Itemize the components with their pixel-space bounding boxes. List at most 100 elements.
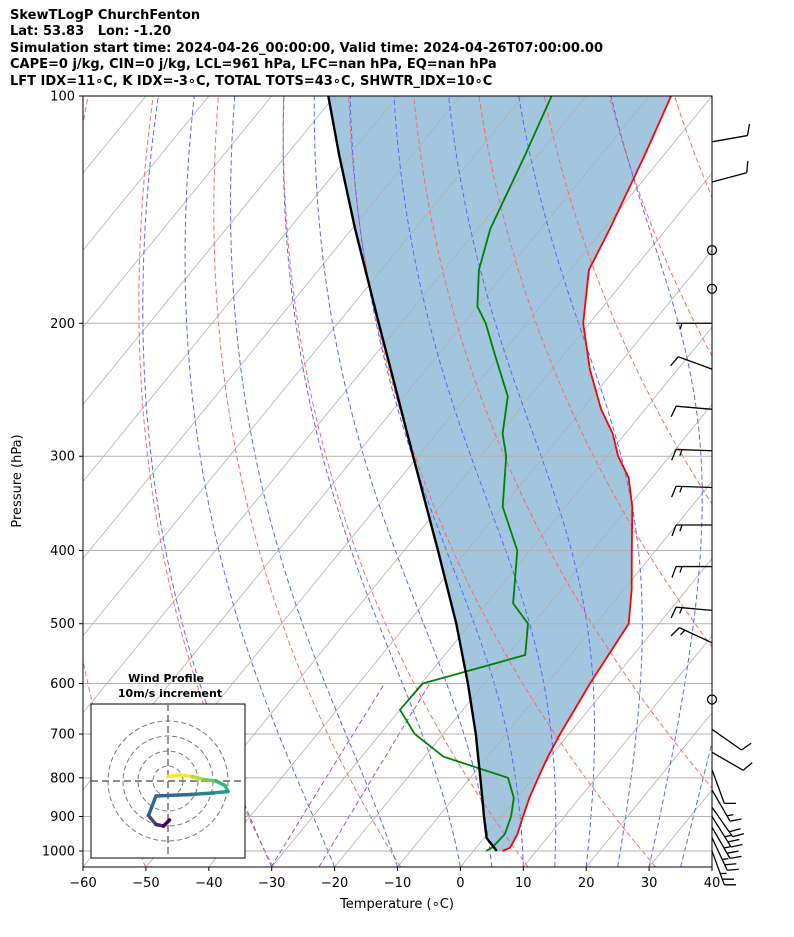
barb-flag	[732, 833, 745, 838]
isotherm-line	[585, 712, 712, 867]
station-location: Lat: 53.83 Lon: -1.20	[10, 24, 172, 40]
moist-adiabat	[313, 96, 493, 867]
moist-adiabat	[518, 96, 643, 867]
moist-adiabat	[282, 96, 461, 867]
profile-series	[327, 96, 672, 852]
wind-barb	[671, 448, 713, 461]
barb-flag	[671, 524, 677, 537]
barb-flag	[746, 123, 751, 136]
isotherm-line	[460, 557, 712, 867]
cape-shading	[328, 96, 672, 851]
dry-adiabat	[608, 96, 712, 358]
moist-adiabat	[393, 96, 557, 867]
barb-half-flag	[679, 607, 683, 614]
x-tick-label: 20	[578, 876, 595, 891]
calm-wind-circle	[706, 283, 718, 294]
wind-barb	[671, 524, 712, 537]
dry-adiabat	[138, 96, 274, 867]
y-tick-label: 100	[50, 90, 75, 105]
barb-flag	[746, 160, 749, 173]
hodograph-segment	[154, 792, 193, 798]
barb-staff	[711, 837, 728, 871]
hodograph-segment	[178, 773, 194, 779]
wind-barb	[670, 627, 713, 644]
wind-barb	[711, 806, 745, 838]
barb-flag	[724, 802, 737, 805]
barb-half-flag	[726, 813, 734, 817]
y-tick-label: 900	[50, 810, 75, 825]
barb-staff	[711, 751, 744, 771]
parcel-path-line	[327, 96, 498, 852]
barb-staff	[679, 627, 713, 644]
isotherm-line	[83, 96, 273, 328]
y-tick-label: 400	[50, 544, 75, 559]
y-tick-label: 500	[50, 617, 75, 632]
barb-half-flag	[679, 629, 686, 636]
isotherm-line	[397, 480, 712, 867]
isotherm-line	[145, 172, 712, 867]
barb-half-flag	[679, 524, 683, 532]
x-tick-label: 10	[515, 876, 532, 891]
barb-flag	[741, 742, 752, 751]
barb-staff	[711, 134, 748, 143]
barb-staff	[676, 405, 713, 410]
chart-header: SkewTLogP ChurchFenton Lat: 53.83 Lon: -…	[10, 8, 603, 90]
barb-staff	[711, 816, 732, 848]
stability-indices: LFT IDX=11∘C, K IDX=-3∘C, TOTAL TOTS=43∘…	[10, 73, 493, 89]
barb-staff	[711, 806, 734, 838]
barb-flag	[729, 855, 742, 860]
wind-barbs	[670, 123, 753, 886]
isotherm-line	[271, 326, 712, 867]
cape-cin-area	[328, 96, 672, 851]
moist-adiabat	[711, 865, 712, 867]
barb-flag	[671, 566, 677, 578]
wind-barb	[711, 769, 737, 805]
hodograph-segment	[211, 789, 230, 795]
inset-title: Wind Profile	[128, 672, 204, 685]
isotherm-line	[83, 96, 210, 251]
x-tick-label: −60	[69, 876, 96, 891]
barb-flag	[726, 850, 739, 854]
barb-half-flag	[722, 857, 729, 861]
barb-half-flag	[679, 486, 683, 493]
x-tick-label: −50	[132, 876, 159, 891]
dry-adiabat	[478, 96, 712, 648]
moist-adiabat	[610, 96, 703, 867]
wind-barb	[671, 565, 712, 578]
inset-plot-area	[91, 704, 245, 858]
barb-flag	[727, 868, 739, 871]
dewpoint-line	[399, 96, 553, 852]
axes: Pressure (hPa) Temperature (∘C) 10020030…	[10, 90, 720, 913]
isotherm-line	[83, 96, 524, 637]
wind-barb	[711, 123, 751, 143]
y-tick-label: 200	[50, 317, 75, 332]
mixing-ratio-line	[318, 683, 431, 867]
barb-staff	[711, 172, 747, 183]
wind-barb	[670, 356, 713, 370]
wind-barb	[670, 405, 713, 418]
moist-adiabat	[184, 96, 336, 867]
isotherm-line	[83, 96, 335, 406]
hodograph-segment	[166, 773, 182, 779]
barb-flag	[670, 356, 679, 367]
barb-flag	[670, 627, 680, 637]
isotherm-line	[522, 635, 712, 867]
wind-barb	[670, 606, 713, 619]
wind-barb	[671, 485, 713, 498]
x-tick-label: 0	[456, 876, 464, 891]
barb-flag	[729, 828, 741, 833]
wind-barb	[711, 837, 739, 871]
moist-adiabat	[680, 740, 712, 867]
barb-flag	[742, 762, 753, 771]
isotherm-line	[648, 789, 712, 867]
hodograph-segment	[190, 774, 206, 782]
x-tick-label: 30	[641, 876, 658, 891]
dry-adiabat	[543, 96, 712, 505]
dry-adiabat	[413, 96, 712, 789]
convective-parameters: CAPE=0 j/kg, CIN=0 j/kg, LCL=961 hPa, LF…	[10, 57, 497, 73]
barb-flag	[722, 878, 734, 880]
isotherm-line	[83, 96, 587, 714]
wind-barb	[711, 789, 742, 822]
dry-adiabat	[740, 96, 794, 867]
mixing-ratio-line	[270, 683, 386, 867]
